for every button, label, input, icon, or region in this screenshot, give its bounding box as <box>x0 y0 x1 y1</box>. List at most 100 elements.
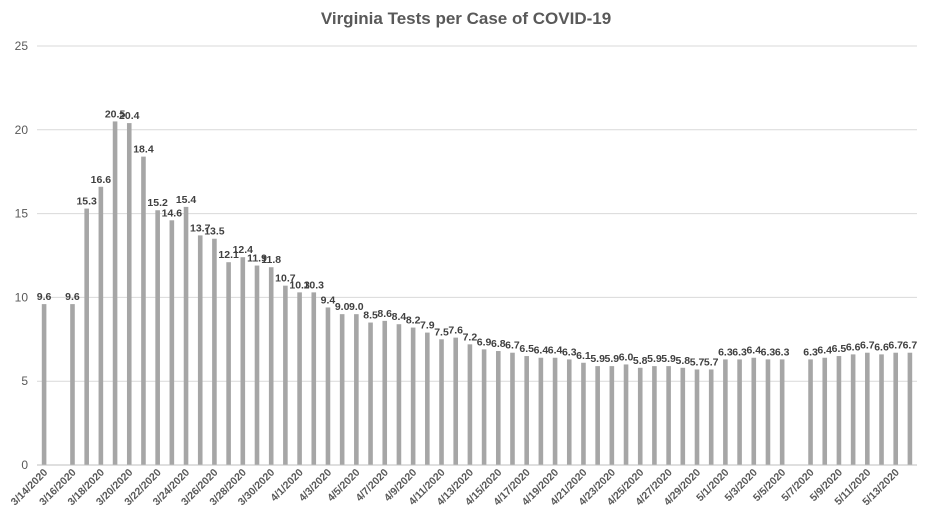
bar <box>410 327 416 465</box>
bar <box>879 354 884 465</box>
bar <box>524 356 529 465</box>
data-label: 6.5 <box>832 343 847 355</box>
bar <box>84 208 89 465</box>
bar <box>425 332 430 465</box>
bar <box>354 314 359 465</box>
data-label: 6.4 <box>746 345 761 357</box>
data-label: 5.7 <box>690 356 705 368</box>
data-label: 16.6 <box>91 174 112 186</box>
data-label: 6.5 <box>519 343 534 355</box>
gridlines <box>37 45 917 382</box>
data-label: 9.6 <box>37 291 52 303</box>
y-tick-label: 10 <box>15 290 29 304</box>
data-label: 6.4 <box>534 345 549 357</box>
bar <box>751 357 757 465</box>
data-label: 9.0 <box>335 301 350 313</box>
bar <box>141 156 146 465</box>
bar <box>581 362 586 465</box>
data-labels: 9.6 9.6 15.3 16.6 20.520.4 18.4 15.214.615.4 13… <box>37 108 918 368</box>
data-label: 6.3 <box>732 346 747 358</box>
bar <box>737 359 742 465</box>
data-label: 12.4 <box>233 244 254 256</box>
data-label: 8.4 <box>392 311 407 323</box>
data-label: 6.0 <box>619 351 634 363</box>
data-label: 13.5 <box>204 226 225 238</box>
data-label: 7.9 <box>420 320 435 332</box>
bar <box>112 121 118 466</box>
bar <box>510 352 515 465</box>
chart-title: Virginia Tests per Case of COVID-19 <box>321 9 611 28</box>
bar <box>850 354 856 465</box>
bar <box>779 359 785 465</box>
bar <box>637 367 643 465</box>
data-label: 6.7 <box>860 340 875 352</box>
data-label: 6.6 <box>874 341 889 353</box>
bar <box>865 352 870 465</box>
data-label: 6.3 <box>718 346 733 358</box>
data-label: 10.7 <box>275 273 296 285</box>
bar <box>254 265 260 465</box>
y-tick-label: 25 <box>15 39 29 53</box>
y-tick-label: 0 <box>21 458 28 472</box>
data-label: 6.4 <box>548 345 563 357</box>
data-label: 8.6 <box>377 308 392 320</box>
bar <box>283 285 288 465</box>
bar <box>155 210 160 465</box>
data-label: 8.2 <box>406 315 421 327</box>
bar <box>495 351 501 465</box>
bar <box>836 356 842 465</box>
bar <box>822 357 828 465</box>
data-label: 5.9 <box>647 353 662 365</box>
bar <box>226 262 231 465</box>
bar <box>453 337 459 465</box>
bars <box>41 121 913 466</box>
bar <box>396 324 402 465</box>
data-label: 7.2 <box>463 331 478 343</box>
bar <box>197 235 203 465</box>
data-label: 14.6 <box>162 207 183 219</box>
bar <box>339 314 345 465</box>
data-label: 15.2 <box>147 197 168 209</box>
data-label: 15.3 <box>76 196 97 208</box>
bar <box>126 123 132 465</box>
bar <box>212 238 217 465</box>
data-label: 7.5 <box>434 326 449 338</box>
bar <box>297 292 302 465</box>
data-label: 13.7 <box>190 222 211 234</box>
data-label: 15.4 <box>176 194 197 206</box>
data-label: 7.6 <box>448 325 463 337</box>
bar <box>538 357 544 465</box>
data-label: 5.9 <box>605 353 620 365</box>
bar <box>723 359 728 465</box>
bar <box>907 352 913 465</box>
data-label: 5.8 <box>676 355 691 367</box>
data-label: 9.4 <box>321 294 336 306</box>
data-label: 6.7 <box>903 340 918 352</box>
data-label: 6.9 <box>477 336 492 348</box>
bar <box>98 186 104 465</box>
bar <box>325 307 331 465</box>
bar <box>708 369 714 465</box>
bar <box>41 304 47 465</box>
data-label: 18.4 <box>133 144 154 156</box>
bar <box>439 339 444 465</box>
data-label: 6.6 <box>846 341 861 353</box>
data-label: 6.3 <box>803 346 818 358</box>
data-label: 11.9 <box>247 253 267 265</box>
bar <box>808 359 813 465</box>
data-label: 9.0 <box>349 301 364 313</box>
bar <box>183 206 189 465</box>
bar <box>467 344 473 465</box>
bar <box>666 366 671 465</box>
y-tick-label: 5 <box>21 374 28 388</box>
data-label: 20.4 <box>119 110 140 122</box>
y-tick-label: 20 <box>15 123 29 137</box>
y-tick-label: 15 <box>15 207 29 221</box>
data-label: 6.3 <box>761 346 776 358</box>
y-axis: 0 5 10 15 20 25 <box>15 39 29 472</box>
data-label: 9.6 <box>65 291 80 303</box>
bar <box>566 359 572 465</box>
bar <box>481 349 487 465</box>
data-label: 6.1 <box>576 350 591 362</box>
